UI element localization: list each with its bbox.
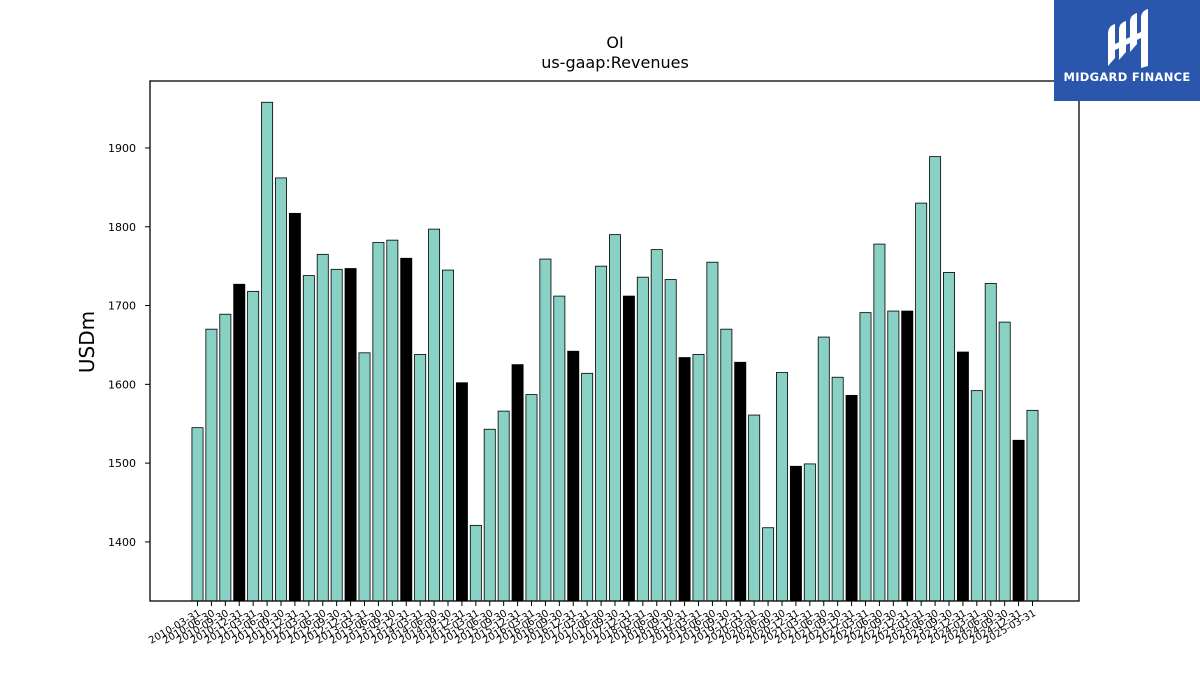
- bar-2022-06-30: [873, 243, 886, 602]
- bar-2014-03-31: [414, 353, 427, 602]
- bar-2023-12-31: [956, 351, 969, 602]
- bar-2012-12-31: [344, 268, 357, 602]
- bar-2015-09-30: [497, 410, 510, 602]
- bar-2012-06-30: [316, 253, 329, 602]
- bar-2023-03-31: [915, 202, 928, 602]
- bar-2017-03-31: [581, 372, 594, 602]
- bar-2022-12-31: [901, 310, 914, 602]
- bar-2021-03-31: [803, 463, 816, 602]
- bar-2013-12-31: [400, 257, 413, 602]
- bar-2014-12-31: [455, 382, 468, 602]
- x-axis-ticks: 2010-03-312010-06-302010-09-302010-12-31…: [147, 601, 1038, 647]
- bar-2020-03-31: [748, 414, 761, 602]
- bar-2010-06-30: [205, 328, 218, 602]
- bar-2021-06-30: [817, 336, 830, 602]
- bar-2010-03-31: [191, 427, 204, 602]
- brand-name: MIDGARD FINANCE: [1063, 70, 1191, 84]
- bar-2019-12-31: [734, 361, 747, 602]
- bar-2022-03-31: [859, 312, 872, 602]
- bar-2021-09-30: [831, 376, 844, 602]
- y-tick-label: 1400: [108, 536, 136, 549]
- y-tick-label: 1500: [108, 457, 136, 470]
- bar-2018-12-31: [678, 357, 691, 602]
- bar-2020-09-30: [776, 372, 788, 602]
- y-tick-label: 1800: [108, 221, 136, 234]
- bar-2016-09-30: [553, 295, 566, 602]
- bar-2015-12-31: [511, 364, 524, 602]
- bar-2024-03-31: [970, 390, 983, 602]
- bar-2020-06-30: [762, 527, 775, 602]
- bar-2017-12-31: [622, 295, 635, 602]
- bar-2017-09-30: [609, 234, 621, 602]
- bar-2010-12-31: [233, 283, 246, 602]
- bar-2015-03-31: [469, 524, 482, 602]
- bar-2017-06-30: [595, 265, 608, 602]
- brand-mark-icon: [1108, 9, 1148, 68]
- bar-2019-06-30: [706, 261, 719, 602]
- bar-2011-12-31: [288, 212, 301, 602]
- bars-group: [191, 101, 1039, 602]
- bar-2025-03-31: [1026, 409, 1039, 602]
- bar-2015-06-30: [483, 428, 496, 602]
- bar-2010-09-30: [219, 313, 232, 602]
- bar-2018-03-31: [636, 276, 649, 602]
- bar-2013-09-30: [386, 239, 399, 602]
- bar-2019-09-30: [720, 328, 733, 602]
- bar-2021-12-31: [845, 394, 858, 602]
- bar-2024-09-30: [998, 321, 1011, 602]
- bar-2011-09-30: [275, 177, 287, 602]
- bar-2014-09-30: [442, 269, 454, 602]
- chart-subtitle: us-gaap:Revenues: [541, 53, 689, 72]
- bar-2011-03-31: [247, 290, 260, 602]
- bar-2016-12-31: [567, 350, 580, 602]
- bar-2013-03-31: [358, 352, 371, 602]
- bar-2018-06-30: [650, 249, 663, 602]
- bar-2013-06-30: [372, 242, 385, 602]
- y-axis-ticks: 1400 1500 1600 1700 1800 1900: [108, 142, 150, 549]
- y-tick-label: 1900: [108, 142, 136, 155]
- y-tick-label: 1700: [108, 300, 136, 313]
- bar-2020-12-31: [789, 465, 802, 602]
- bar-2023-06-30: [929, 156, 942, 602]
- y-axis-label: USDm: [75, 311, 99, 373]
- bar-2012-09-30: [330, 268, 343, 602]
- bar-2016-06-30: [539, 258, 552, 602]
- bar-2024-12-31: [1012, 439, 1025, 602]
- bar-2019-03-31: [692, 353, 705, 602]
- chart-title: OI: [606, 33, 623, 52]
- plot-frame: [149, 80, 1080, 602]
- bar-2011-06-30: [261, 101, 274, 602]
- bar-2014-06-30: [428, 228, 441, 602]
- bar-2012-03-31: [302, 275, 315, 602]
- bar-2024-06-30: [984, 283, 997, 602]
- bar-2022-09-30: [887, 310, 900, 602]
- bar-2018-09-30: [664, 279, 677, 602]
- y-tick-label: 1600: [108, 378, 136, 391]
- bar-2023-09-30: [943, 272, 955, 602]
- bar-2016-03-31: [525, 394, 538, 602]
- brand-logo: MIDGARD FINANCE: [1054, 0, 1200, 101]
